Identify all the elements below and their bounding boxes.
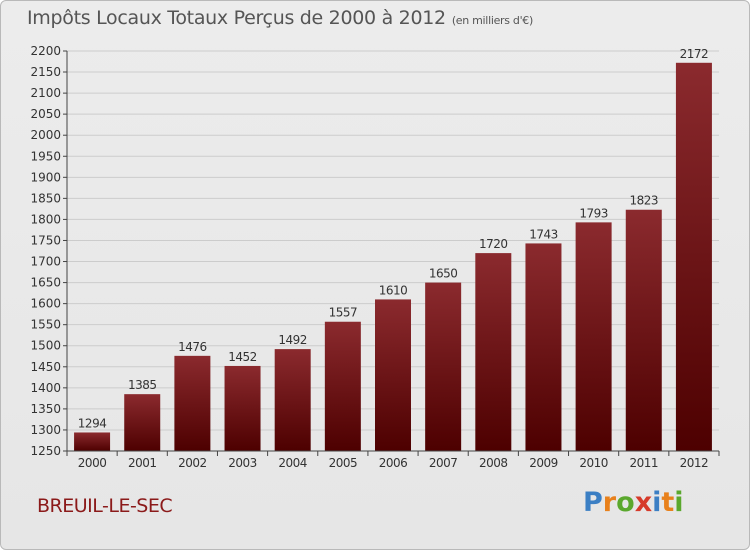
data-label: 1294	[78, 416, 107, 430]
bar-2004	[274, 349, 311, 451]
commune-name: BREUIL-LE-SEC	[37, 495, 173, 517]
y-tick-label: 2200	[30, 44, 61, 58]
bars	[74, 62, 712, 451]
x-tick-label: 2009	[529, 456, 558, 470]
chart-subtitle: (en milliers d'€)	[451, 14, 533, 27]
x-tick-label: 2005	[329, 456, 358, 470]
proxiti-logo[interactable]: Proxiti	[583, 487, 684, 518]
logo-letter: t	[661, 487, 675, 518]
data-labels: 1294 1385 1476 1452 1492 1557 1610 1650 1720 1743…	[78, 47, 709, 431]
bar-2012	[675, 62, 712, 451]
bar-2000	[74, 432, 111, 451]
y-tick-label: 2100	[30, 86, 61, 100]
bar-2005	[324, 321, 361, 451]
x-tick-label: 2003	[228, 456, 257, 470]
y-axis-ticks: 1250 1300 1350 1400 1450 1500 1550 1600 1650 1700…	[30, 44, 67, 458]
x-tick-label: 2000	[78, 456, 107, 470]
data-label: 1720	[479, 237, 508, 251]
y-tick-label: 2000	[30, 128, 61, 142]
bar-2002	[174, 355, 211, 451]
x-tick-label: 2002	[178, 456, 207, 470]
y-tick-label: 1650	[30, 276, 61, 290]
x-tick-label: 2001	[128, 456, 157, 470]
y-tick-label: 1450	[30, 360, 61, 374]
y-tick-label: 1750	[30, 233, 61, 247]
x-tick-label: 2004	[278, 456, 307, 470]
y-tick-label: 1400	[30, 381, 61, 395]
data-label: 1793	[579, 206, 608, 220]
logo-letter: i	[652, 487, 662, 518]
bar-2001	[124, 394, 161, 451]
data-label: 1610	[379, 283, 408, 297]
logo-letter: o	[616, 487, 635, 518]
y-tick-label: 1950	[30, 149, 61, 163]
x-tick-label: 2012	[680, 456, 709, 470]
x-tick-label: 2008	[479, 456, 508, 470]
data-label: 2172	[680, 47, 709, 61]
y-tick-label: 1850	[30, 191, 61, 205]
x-tick-label: 2010	[579, 456, 608, 470]
y-tick-label: 1700	[30, 255, 61, 269]
data-label: 1476	[178, 340, 207, 354]
bar-2006	[375, 299, 411, 451]
y-tick-label: 1350	[30, 402, 61, 416]
bar-2003	[224, 365, 261, 451]
bar-2008	[475, 253, 512, 451]
y-tick-label: 1300	[30, 423, 61, 437]
data-label: 1823	[629, 194, 658, 208]
data-label: 1452	[228, 350, 257, 364]
y-tick-label: 1800	[30, 212, 61, 226]
y-tick-label: 2150	[30, 65, 61, 79]
logo-letter: r	[602, 487, 617, 518]
y-tick-label: 1900	[30, 170, 61, 184]
logo-letter: i	[674, 487, 684, 518]
x-tick-label: 2006	[379, 456, 408, 470]
x-axis-ticks: 2000 2001 2002 2003 2004 2005 2006 2007 2008 2009…	[66, 451, 720, 470]
x-tick-label: 2011	[629, 456, 658, 470]
data-label: 1492	[278, 333, 307, 347]
bar-2009	[525, 243, 562, 451]
logo-letter: P	[583, 487, 603, 518]
y-tick-label: 1500	[30, 339, 61, 353]
chart-title: Impôts Locaux Totaux Perçus de 2000 à 20…	[27, 7, 446, 29]
data-label: 1650	[429, 267, 458, 281]
y-tick-label: 1250	[30, 444, 61, 458]
chart-title-line: Impôts Locaux Totaux Perçus de 2000 à 20…	[27, 7, 533, 29]
bar-2011	[625, 209, 662, 451]
logo-letter: x	[634, 487, 653, 518]
bar-2010	[575, 222, 612, 451]
x-tick-label: 2007	[429, 456, 458, 470]
data-label: 1385	[128, 378, 157, 392]
data-label: 1557	[329, 306, 358, 320]
y-tick-label: 1550	[30, 318, 61, 332]
data-label: 1743	[529, 227, 558, 241]
bar-2007	[425, 282, 462, 451]
y-tick-label: 1600	[30, 297, 61, 311]
y-tick-label: 2050	[30, 107, 61, 121]
